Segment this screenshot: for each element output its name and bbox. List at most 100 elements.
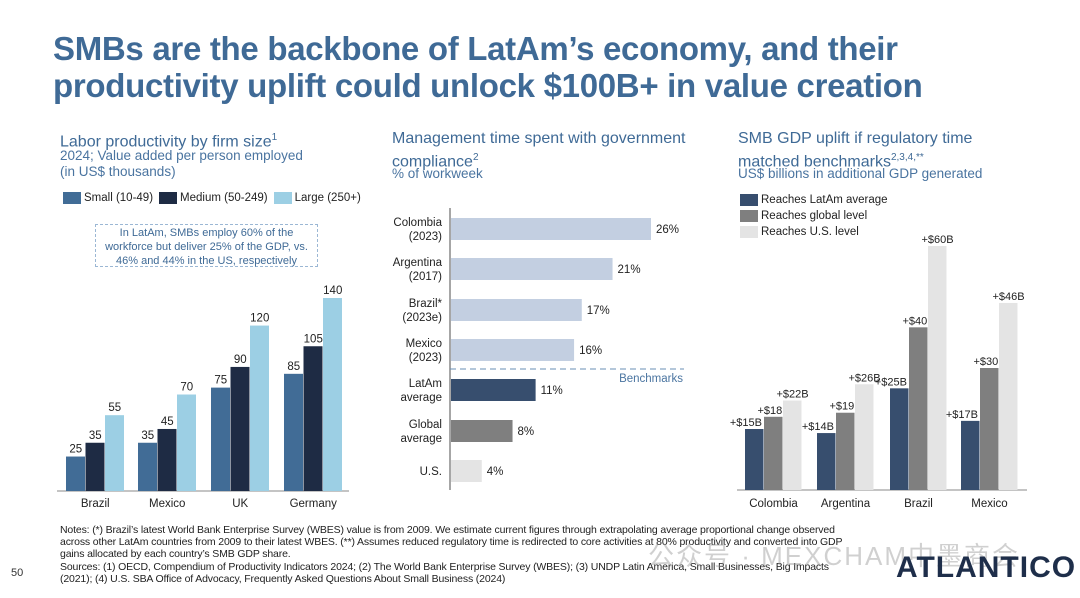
chart3-bar: [764, 416, 783, 490]
chart3-category-label: Argentina: [821, 498, 871, 510]
chart1-data-label: 70: [180, 382, 193, 394]
chart1-bar: [211, 387, 230, 491]
chart3-data-label: +$19B: [829, 401, 861, 413]
chart2-footnote: 2: [472, 152, 479, 163]
notes-text: Notes: (*) Brazil’s latest World Bank En…: [60, 524, 843, 561]
chart3-footnote: 2,3,4,**: [890, 152, 924, 163]
chart2-category-label: Argentina: [393, 257, 443, 269]
chart2-data-label: 8%: [518, 426, 535, 438]
chart2-category-label: U.S.: [420, 466, 442, 478]
chart1-bar: [177, 394, 196, 491]
chart3-title-text: matched benchmarks: [738, 153, 891, 171]
chart2-data-label: 21%: [618, 264, 641, 276]
chart3-category-label: Mexico: [971, 498, 1007, 510]
chart1-data-label: 35: [89, 430, 102, 442]
chart2-category-label: (2017): [409, 271, 442, 283]
legend-item-latam: Reaches LatAm average: [740, 194, 888, 206]
legend-swatch-latam: [740, 194, 758, 206]
chart1-category-label: Brazil: [81, 498, 110, 510]
chart2-category-label: (2023e): [402, 312, 442, 324]
chart3-category-label: Colombia: [749, 498, 798, 510]
chart3-data-label: +$17B: [946, 409, 978, 421]
page-title: SMBs are the backbone of LatAm’s economy…: [53, 30, 923, 104]
chart1-category-label: UK: [232, 498, 248, 510]
legend-item-large: Large (250+): [273, 192, 361, 204]
chart3-bar: [855, 384, 874, 490]
legend-label-small: Small (10-49): [84, 192, 154, 204]
chart1-title-text: Labor productivity by firm size: [60, 133, 272, 151]
chart2-category-label: Mexico: [406, 338, 442, 350]
chart2-bar: [451, 420, 513, 442]
chart2-data-label: 16%: [579, 345, 602, 357]
legend-item-us: Reaches U.S. level: [740, 226, 859, 238]
chart3-bar: [928, 246, 947, 490]
chart2-bar: [451, 258, 613, 280]
chart3-title-2: matched benchmarks2,3,4,**: [738, 148, 924, 171]
chart3-bar: [909, 327, 928, 490]
chart2-category-label: Brazil*: [409, 298, 443, 310]
chart1-bar: [66, 456, 85, 491]
chart2-data-label: 4%: [487, 466, 504, 478]
chart1-category-label: Germany: [290, 498, 338, 510]
chart2-data-label: 26%: [656, 224, 679, 236]
chart3-title-1: SMB GDP uplift if regulatory time: [738, 130, 973, 147]
chart3-bar: [961, 420, 980, 490]
page-number: 50: [11, 567, 24, 579]
legend-item-small: Small (10-49): [63, 192, 153, 204]
legend-swatch-small: [63, 192, 81, 204]
chart2-data-label: 11%: [541, 385, 563, 397]
chart1-data-label: 105: [304, 333, 323, 345]
chart3-bar: [817, 433, 836, 490]
chart1-legend: Small (10-49) Medium (50-249) Large (250…: [63, 192, 367, 204]
chart1-bar: [303, 346, 323, 491]
chart1-bar: [157, 428, 177, 491]
chart1-bar: [105, 415, 124, 491]
chart2-bar: [451, 339, 575, 361]
chart3-data-label: +$40B: [902, 315, 934, 327]
chart1-subtitle-2: (in US$ thousands): [60, 164, 176, 179]
chart3-data-label: +$25B: [875, 376, 907, 388]
chart1-data-label: 75: [214, 375, 227, 387]
chart1-bar: [250, 325, 269, 491]
chart1-data-label: 35: [141, 430, 154, 442]
chart3-bar: [745, 429, 764, 490]
chart2-title-text: compliance: [392, 153, 473, 171]
legend-swatch-medium: [159, 192, 178, 204]
chart3-bar: [999, 302, 1018, 490]
chart1-subtitle-1: 2024; Value added per person employed: [60, 148, 303, 163]
chart3-data-label: +$18B: [757, 405, 789, 417]
chart1-data-label: 45: [161, 416, 174, 428]
notes-block: Notes: (*) Brazil’s latest World Bank En…: [60, 524, 860, 585]
chart3-bar: [890, 388, 909, 490]
atlantico-logo: ATLANTICO: [896, 551, 1077, 584]
chart1-data-label: 55: [108, 402, 121, 414]
sources-text: Sources: (1) OECD, Compendium of Product…: [60, 560, 829, 585]
chart3-bar: [836, 412, 855, 490]
chart1-bar: [230, 366, 250, 491]
chart1-category-label: Mexico: [149, 498, 185, 510]
watermark: 公众号 · MEXCHAM中墨商会: [648, 541, 1021, 571]
chart2-bar: [451, 460, 482, 482]
legend-swatch-global: [740, 210, 758, 222]
chart3-data-label: +$46B: [992, 291, 1024, 303]
chart2-category-label: average: [400, 433, 442, 445]
chart2-category-label: Colombia: [393, 217, 442, 229]
legend-item-medium: Medium (50-249): [159, 192, 268, 204]
chart2-category-label: LatAm: [409, 378, 442, 390]
chart1-data-label: 25: [69, 444, 82, 456]
chart2-title-1: Management time spent with government: [392, 130, 686, 147]
legend-item-global: Reaches global level: [740, 210, 867, 222]
chart3-category-label: Brazil: [904, 498, 933, 510]
chart3-data-label: +$30B: [973, 356, 1005, 368]
legend-label-us: Reaches U.S. level: [761, 226, 859, 238]
legend-swatch-us: [740, 226, 758, 238]
chart2-category-label: (2023): [409, 231, 442, 243]
chart2-title-2: compliance2: [392, 148, 479, 171]
chart1-data-label: 120: [250, 313, 269, 325]
chart1-bar: [138, 442, 157, 491]
chart3-subtitle: US$ billions in additional GDP generated: [738, 166, 983, 181]
chart2-bar: [451, 218, 651, 240]
legend-label-global: Reaches global level: [761, 210, 868, 222]
chart2-category-label: (2023): [409, 352, 442, 364]
